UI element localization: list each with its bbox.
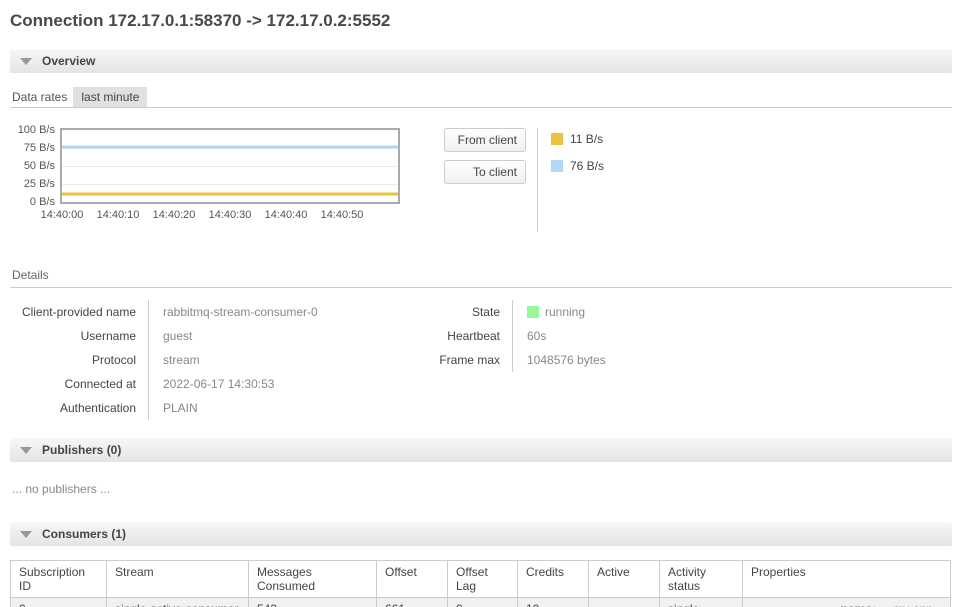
chart-series-line bbox=[62, 192, 398, 196]
x-axis-tick-label: 14:40:40 bbox=[264, 209, 308, 221]
detail-value: 1048576 bytes bbox=[512, 348, 752, 372]
col-header-stream: Stream bbox=[106, 560, 249, 598]
data-rates-tab-strip: Data rates last minute bbox=[10, 87, 952, 108]
from-client-rate-value: 11 B/s bbox=[570, 132, 604, 146]
y-axis-tick-label: 25 B/s bbox=[23, 178, 55, 190]
col-header-credits: Credits bbox=[517, 560, 589, 598]
details-right-column: State running Heartbeat 60s Frame max 10… bbox=[435, 300, 752, 372]
detail-label: Username bbox=[80, 329, 136, 343]
col-header-properties: Properties bbox=[742, 560, 951, 598]
section-header-overview[interactable]: Overview bbox=[10, 49, 952, 73]
x-axis-tick-label: 14:40:10 bbox=[96, 209, 140, 221]
col-header-activity-status: Activity status bbox=[659, 560, 743, 598]
detail-label: Authentication bbox=[59, 401, 136, 415]
detail-label: State bbox=[471, 305, 500, 319]
page-title: Connection 172.17.0.1:58370 -> 172.17.0.… bbox=[10, 11, 391, 30]
property-value: my-app bbox=[884, 602, 942, 607]
detail-value: PLAIN bbox=[148, 396, 435, 420]
cell-messages-consumed: 543 bbox=[248, 597, 377, 607]
details-grid: Client-provided name rabbitmq-stream-con… bbox=[10, 300, 952, 420]
cell-credits: 10 bbox=[517, 597, 589, 607]
from-client-rate: 11 B/s bbox=[551, 132, 604, 146]
to-client-swatch-icon bbox=[551, 160, 563, 172]
section-header-publishers[interactable]: Publishers (0) bbox=[10, 438, 952, 462]
cell-subscription-id: 0 bbox=[10, 597, 107, 607]
col-header-offset-lag: Offset Lag bbox=[447, 560, 518, 598]
y-axis-tick-label: 0 B/s bbox=[29, 196, 55, 208]
rate-chart-plot: 100 B/s 75 B/s 50 B/s 25 B/s 0 B/s 14:40:00 14… bbox=[18, 124, 400, 221]
chart-legend: From client To client 11 B/s 76 B/s bbox=[444, 128, 604, 232]
data-rates-chart-area: 100 B/s 75 B/s 50 B/s 25 B/s 0 B/s 14:40:00 14… bbox=[10, 124, 952, 232]
detail-value-state: running bbox=[512, 300, 752, 324]
collapse-triangle-icon bbox=[20, 57, 32, 65]
from-client-swatch-icon bbox=[551, 133, 563, 145]
detail-value: rabbitmq-stream-consumer-0 bbox=[148, 300, 435, 324]
consumers-table: Subscription ID Stream Messages Consumed… bbox=[10, 560, 951, 607]
col-header-active: Active bbox=[588, 560, 660, 598]
detail-value: guest bbox=[148, 324, 435, 348]
collapse-triangle-icon bbox=[20, 530, 32, 538]
consumers-table-header-row: Subscription ID Stream Messages Consumed… bbox=[10, 560, 951, 598]
cell-activity-status: single active bbox=[659, 597, 743, 607]
to-client-rate-value: 76 B/s bbox=[570, 159, 605, 173]
state-value: running bbox=[545, 305, 586, 319]
tab-last-minute[interactable]: last minute bbox=[73, 87, 148, 107]
to-client-rate: 76 B/s bbox=[551, 159, 604, 173]
chart-series-line bbox=[62, 145, 398, 149]
cell-offset-lag: 0 bbox=[447, 597, 518, 607]
details-left-column: Client-provided name rabbitmq-stream-con… bbox=[10, 300, 435, 420]
data-rates-label: Data rates bbox=[12, 90, 68, 104]
y-axis-tick-label: 50 B/s bbox=[23, 160, 55, 172]
detail-label: Heartbeat bbox=[447, 329, 500, 343]
x-axis-tick-label: 14:40:30 bbox=[208, 209, 252, 221]
active-dot-icon: ● bbox=[597, 605, 602, 607]
cell-offset: 661 bbox=[376, 597, 448, 607]
y-axis-tick-label: 75 B/s bbox=[23, 142, 55, 154]
x-axis-tick-label: 14:40:50 bbox=[320, 209, 364, 221]
cell-properties: name: my-app single-active-consumer: tru… bbox=[742, 597, 951, 607]
consumer-row: 0 single-active-consumer 543 661 0 10 ● … bbox=[10, 597, 951, 607]
col-header-offset: Offset bbox=[376, 560, 448, 598]
x-axis-tick-label: 14:40:20 bbox=[152, 209, 196, 221]
detail-label: Client-provided name bbox=[21, 305, 136, 319]
no-publishers-note: ... no publishers ... bbox=[12, 482, 111, 496]
detail-label: Frame max bbox=[439, 353, 500, 367]
section-consumers-label: Consumers (1) bbox=[42, 527, 127, 541]
section-publishers-label: Publishers (0) bbox=[42, 443, 122, 457]
property-key: name: bbox=[751, 602, 884, 607]
detail-label: Connected at bbox=[64, 377, 136, 391]
col-header-subscription-id: Subscription ID bbox=[10, 560, 107, 598]
collapse-triangle-icon bbox=[20, 446, 32, 454]
x-axis-tick-label: 14:40:00 bbox=[40, 209, 84, 221]
cell-stream: single-active-consumer bbox=[106, 597, 249, 607]
details-heading: Details bbox=[10, 266, 952, 288]
detail-value: stream bbox=[148, 348, 435, 372]
section-header-consumers[interactable]: Consumers (1) bbox=[10, 522, 952, 546]
detail-label: Protocol bbox=[91, 353, 136, 367]
detail-value: 60s bbox=[512, 324, 752, 348]
to-client-button[interactable]: To client bbox=[444, 160, 526, 184]
rate-chart: 100 B/s 75 B/s 50 B/s 25 B/s 0 B/s 14:40:00 14… bbox=[18, 124, 400, 232]
detail-value: 2022-06-17 14:30:53 bbox=[148, 372, 435, 396]
section-overview-label: Overview bbox=[42, 54, 96, 68]
cell-active: ● bbox=[588, 597, 660, 607]
col-header-messages-consumed: Messages Consumed bbox=[248, 560, 377, 598]
state-running-swatch-icon bbox=[527, 306, 539, 318]
from-client-button[interactable]: From client bbox=[444, 128, 526, 152]
y-axis-tick-label: 100 B/s bbox=[17, 124, 55, 136]
